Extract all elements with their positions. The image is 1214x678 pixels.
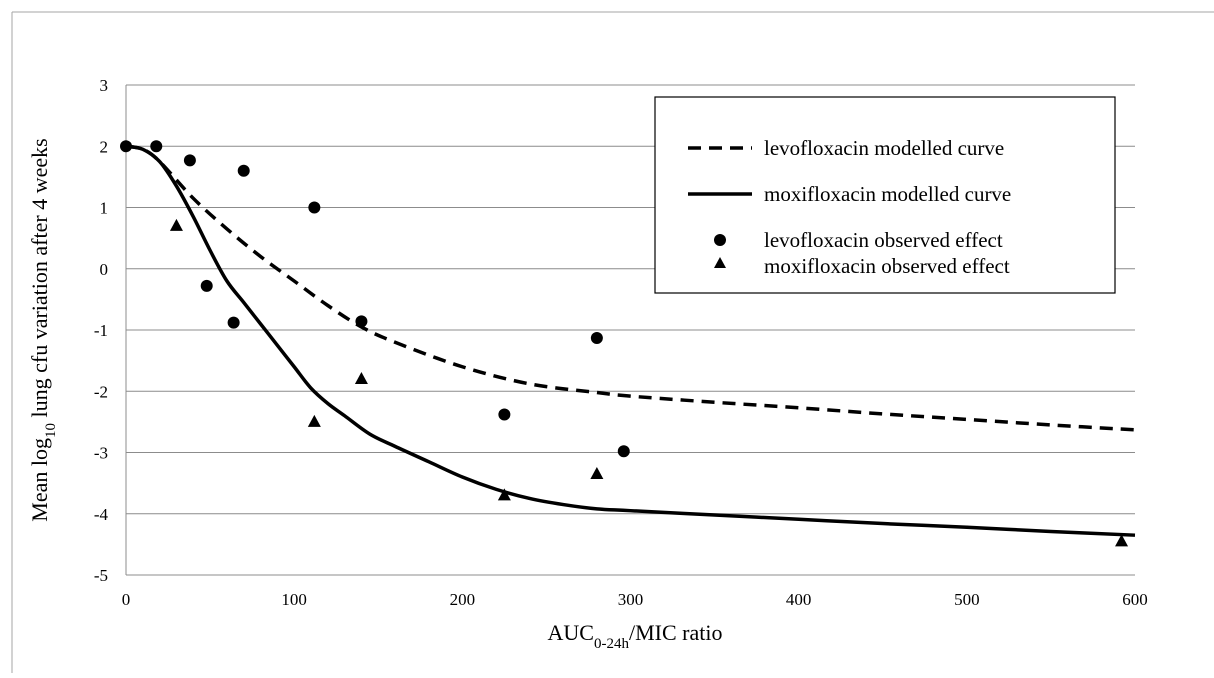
data-point-levofloxacin-observed bbox=[237, 164, 250, 177]
y-axis-label-main: Mean log bbox=[27, 438, 52, 522]
x-tick-label: 200 bbox=[450, 590, 476, 609]
y-tick-label: 0 bbox=[100, 260, 109, 279]
y-tick-label: -1 bbox=[94, 321, 108, 340]
x-axis-label-sub: 0-24h bbox=[594, 636, 629, 652]
legend-label-moxifloxacin-observed: moxifloxacin observed effect bbox=[764, 254, 1010, 278]
legend: levofloxacin modelled curve moxifloxacin… bbox=[654, 96, 1116, 294]
data-point-moxifloxacin-observed bbox=[1115, 534, 1129, 547]
data-point-levofloxacin-observed bbox=[200, 279, 213, 292]
x-tick-label: 100 bbox=[281, 590, 307, 609]
y-tick-label: -3 bbox=[94, 444, 108, 463]
legend-key-moxifloxacin-observed bbox=[714, 257, 726, 268]
x-axis-label: AUC0-24h/MIC ratio bbox=[548, 620, 723, 652]
data-point-levofloxacin-observed bbox=[183, 154, 196, 167]
y-axis-label-sub: 10 bbox=[43, 423, 59, 438]
data-point-levofloxacin-observed bbox=[355, 315, 368, 328]
y-axis-label: Mean log10 lung cfu variation after 4 we… bbox=[27, 138, 59, 521]
y-tick-label: 1 bbox=[100, 199, 109, 218]
data-point-levofloxacin-observed bbox=[227, 316, 240, 329]
data-point-moxifloxacin-observed bbox=[590, 466, 604, 479]
data-point-levofloxacin-observed bbox=[617, 445, 630, 458]
legend-key-levofloxacin-observed bbox=[714, 234, 726, 246]
x-axis-label-main: AUC bbox=[548, 620, 594, 645]
series-layer bbox=[120, 140, 1136, 547]
x-tick-label: 500 bbox=[954, 590, 980, 609]
y-tick-labels: 3 2 1 0 -1 -2 -3 -4 -5 bbox=[94, 76, 109, 585]
data-point-levofloxacin-observed bbox=[590, 331, 603, 344]
x-tick-labels: 0 100 200 300 400 500 600 bbox=[122, 590, 1148, 609]
data-point-moxifloxacin-observed bbox=[497, 488, 511, 501]
data-point-levofloxacin-observed bbox=[308, 201, 321, 214]
x-tick-label: 400 bbox=[786, 590, 812, 609]
x-axis-label-rest: /MIC ratio bbox=[629, 620, 723, 645]
series-line-1 bbox=[125, 144, 1136, 537]
data-point-levofloxacin-observed bbox=[498, 408, 511, 421]
data-point-moxifloxacin-observed bbox=[169, 218, 183, 231]
x-tick-label: 600 bbox=[1122, 590, 1148, 609]
y-tick-label: -2 bbox=[94, 382, 108, 401]
x-tick-label: 300 bbox=[618, 590, 644, 609]
data-point-moxifloxacin-observed bbox=[307, 414, 321, 427]
y-tick-label: -4 bbox=[94, 505, 109, 524]
y-tick-label: 3 bbox=[100, 76, 109, 95]
legend-label-moxifloxacin-curve: moxifloxacin modelled curve bbox=[764, 182, 1011, 206]
y-axis-label-rest: lung cfu variation after 4 weeks bbox=[27, 138, 52, 423]
series-line-0 bbox=[125, 144, 1136, 432]
legend-label-levofloxacin-curve: levofloxacin modelled curve bbox=[764, 136, 1004, 160]
y-tick-label: -5 bbox=[94, 566, 108, 585]
legend-label-levofloxacin-observed: levofloxacin observed effect bbox=[764, 228, 1003, 252]
data-point-levofloxacin-observed bbox=[150, 140, 163, 153]
gridlines bbox=[125, 84, 1135, 576]
y-tick-label: 2 bbox=[100, 137, 109, 156]
data-point-levofloxacin-observed bbox=[120, 140, 132, 153]
x-tick-label: 0 bbox=[122, 590, 131, 609]
data-point-moxifloxacin-observed bbox=[354, 372, 368, 384]
